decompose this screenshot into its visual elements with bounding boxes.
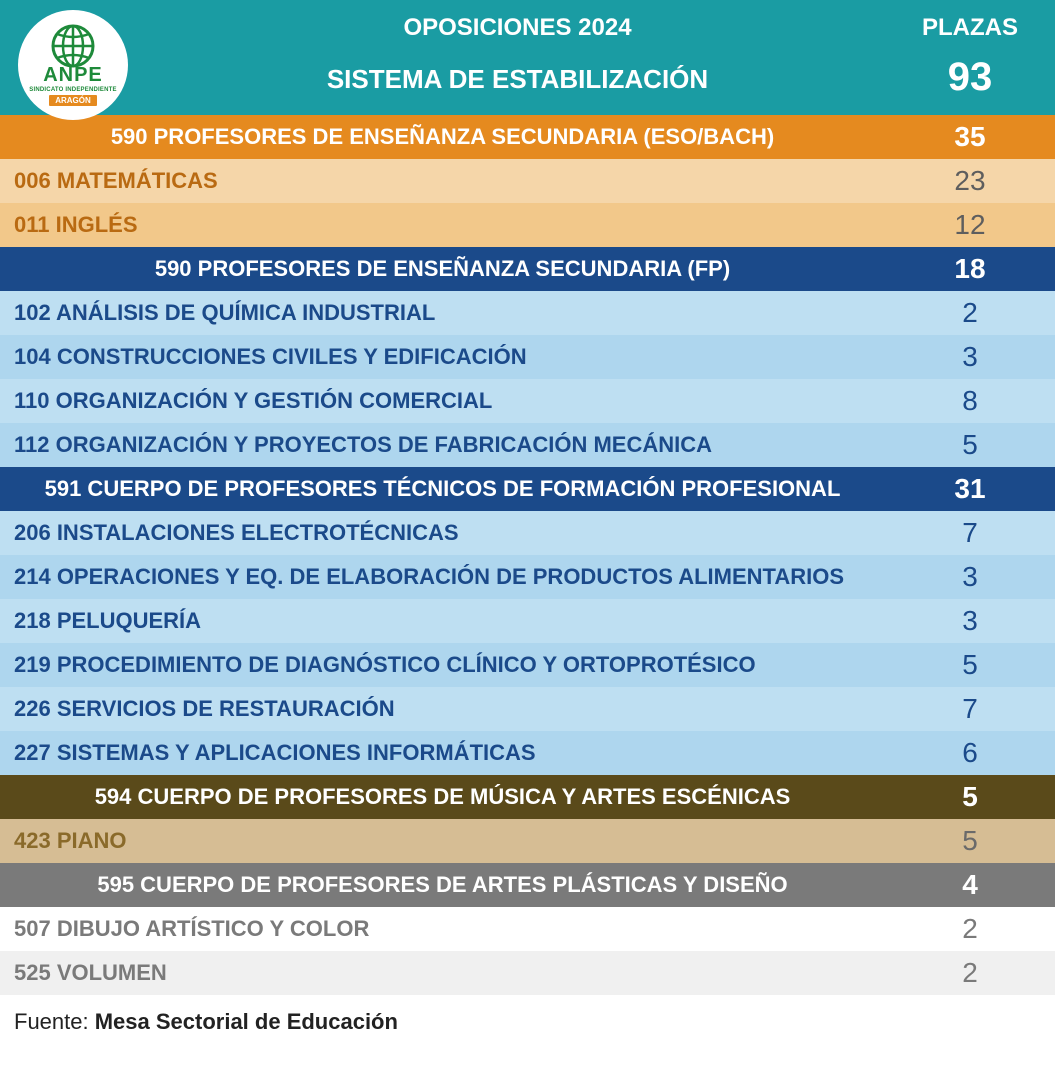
row-label: 227 SISTEMAS Y APLICACIONES INFORMÁTICAS — [0, 733, 885, 774]
row-label: 206 INSTALACIONES ELECTROTÉCNICAS — [0, 513, 885, 554]
table-row: 227 SISTEMAS Y APLICACIONES INFORMÁTICAS… — [0, 731, 1055, 775]
section-header: 594 CUERPO DE PROFESORES DE MÚSICA Y ART… — [0, 775, 1055, 819]
row-value: 7 — [885, 687, 1055, 731]
row-label: 218 PELUQUERÍA — [0, 601, 885, 642]
section-header: 590 PROFESORES DE ENSEÑANZA SECUNDARIA (… — [0, 115, 1055, 159]
row-value: 5 — [885, 423, 1055, 467]
table-row: 104 CONSTRUCCIONES CIVILES Y EDIFICACIÓN… — [0, 335, 1055, 379]
page-subtitle: SISTEMA DE ESTABILIZACIÓN — [150, 48, 885, 115]
section-total: 35 — [885, 115, 1055, 159]
globe-icon — [45, 24, 101, 68]
section-total: 18 — [885, 247, 1055, 291]
plazas-label: PLAZAS — [885, 0, 1055, 48]
section-header: 590 PROFESORES DE ENSEÑANZA SECUNDARIA (… — [0, 247, 1055, 291]
section-title: 590 PROFESORES DE ENSEÑANZA SECUNDARIA (… — [0, 116, 885, 158]
row-label: 110 ORGANIZACIÓN Y GESTIÓN COMERCIAL — [0, 381, 885, 422]
section-total: 31 — [885, 467, 1055, 511]
table-row: 206 INSTALACIONES ELECTROTÉCNICAS7 — [0, 511, 1055, 555]
table-row: 423 PIANO5 — [0, 819, 1055, 863]
row-label: 507 DIBUJO ARTÍSTICO Y COLOR — [0, 909, 885, 950]
row-value: 2 — [885, 907, 1055, 951]
table-row: 006 MATEMÁTICAS23 — [0, 159, 1055, 203]
row-value: 23 — [885, 159, 1055, 203]
table-row: 218 PELUQUERÍA3 — [0, 599, 1055, 643]
table-row: 219 PROCEDIMIENTO DE DIAGNÓSTICO CLÍNICO… — [0, 643, 1055, 687]
table-row: 110 ORGANIZACIÓN Y GESTIÓN COMERCIAL8 — [0, 379, 1055, 423]
row-value: 12 — [885, 203, 1055, 247]
table-row: 226 SERVICIOS DE RESTAURACIÓN7 — [0, 687, 1055, 731]
source-value: Mesa Sectorial de Educación — [95, 1009, 398, 1034]
row-value: 7 — [885, 511, 1055, 555]
page-title: OPOSICIONES 2024 — [150, 0, 885, 48]
table-row: 214 OPERACIONES Y EQ. DE ELABORACIÓN DE … — [0, 555, 1055, 599]
row-value: 8 — [885, 379, 1055, 423]
section-title: 594 CUERPO DE PROFESORES DE MÚSICA Y ART… — [0, 776, 885, 818]
row-label: 104 CONSTRUCCIONES CIVILES Y EDIFICACIÓN — [0, 337, 885, 378]
logo-brand: ANPE — [43, 64, 103, 87]
section-title: 590 PROFESORES DE ENSEÑANZA SECUNDARIA (… — [0, 248, 885, 290]
row-label: 226 SERVICIOS DE RESTAURACIÓN — [0, 689, 885, 730]
table-row: 011 INGLÉS12 — [0, 203, 1055, 247]
section-title: 595 CUERPO DE PROFESORES DE ARTES PLÁSTI… — [0, 864, 885, 906]
table-row: 525 VOLUMEN2 — [0, 951, 1055, 995]
section-header: 591 CUERPO DE PROFESORES TÉCNICOS DE FOR… — [0, 467, 1055, 511]
row-label: 219 PROCEDIMIENTO DE DIAGNÓSTICO CLÍNICO… — [0, 645, 885, 686]
row-label: 011 INGLÉS — [0, 205, 885, 246]
sections-container: 590 PROFESORES DE ENSEÑANZA SECUNDARIA (… — [0, 115, 1055, 995]
section-title: 591 CUERPO DE PROFESORES TÉCNICOS DE FOR… — [0, 468, 885, 510]
row-label: 112 ORGANIZACIÓN Y PROYECTOS DE FABRICAC… — [0, 425, 885, 466]
anpe-logo: ANPE SINDICATO INDEPENDIENTE ARAGÓN — [18, 10, 128, 120]
row-value: 3 — [885, 555, 1055, 599]
row-value: 2 — [885, 291, 1055, 335]
row-label: 102 ANÁLISIS DE QUÍMICA INDUSTRIAL — [0, 293, 885, 334]
row-label: 006 MATEMÁTICAS — [0, 161, 885, 202]
source-line: Fuente: Mesa Sectorial de Educación — [0, 995, 1055, 1049]
row-label: 525 VOLUMEN — [0, 953, 885, 994]
row-value: 5 — [885, 643, 1055, 687]
row-label: 214 OPERACIONES Y EQ. DE ELABORACIÓN DE … — [0, 557, 885, 598]
grand-total: 93 — [885, 49, 1055, 114]
table-row: 507 DIBUJO ARTÍSTICO Y COLOR2 — [0, 907, 1055, 951]
row-value: 3 — [885, 335, 1055, 379]
logo-region: ARAGÓN — [49, 95, 97, 106]
table-row: 102 ANÁLISIS DE QUÍMICA INDUSTRIAL2 — [0, 291, 1055, 335]
section-header: 595 CUERPO DE PROFESORES DE ARTES PLÁSTI… — [0, 863, 1055, 907]
table-row: 112 ORGANIZACIÓN Y PROYECTOS DE FABRICAC… — [0, 423, 1055, 467]
oposiciones-table: ANPE SINDICATO INDEPENDIENTE ARAGÓN OPOS… — [0, 0, 1055, 995]
row-value: 3 — [885, 599, 1055, 643]
section-total: 4 — [885, 863, 1055, 907]
row-value: 2 — [885, 951, 1055, 995]
row-value: 6 — [885, 731, 1055, 775]
source-label: Fuente: — [14, 1009, 95, 1034]
logo-subline: SINDICATO INDEPENDIENTE — [29, 87, 116, 93]
table-header: ANPE SINDICATO INDEPENDIENTE ARAGÓN OPOS… — [0, 0, 1055, 115]
row-label: 423 PIANO — [0, 821, 885, 862]
section-total: 5 — [885, 775, 1055, 819]
row-value: 5 — [885, 819, 1055, 863]
